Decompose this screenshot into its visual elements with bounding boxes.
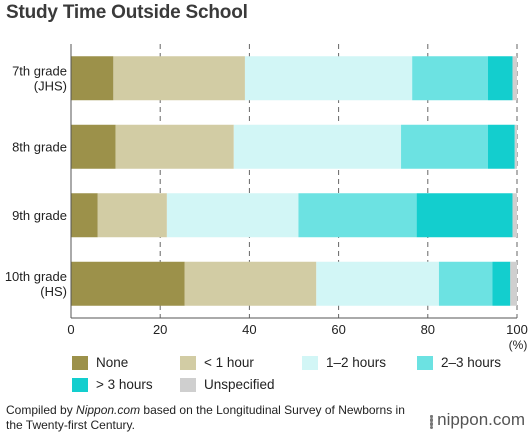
bar-segment-1-1	[115, 124, 234, 169]
category-label-line-0-0: 7th grade	[12, 63, 67, 78]
legend-label-1: < 1 hour	[204, 355, 254, 370]
brand-dots-icon	[430, 414, 434, 429]
bar-segment-3-3	[438, 261, 493, 306]
bar-segment-3-1	[184, 261, 317, 306]
x-tick-label-1: 20	[153, 322, 167, 337]
x-tick-label-2: 40	[242, 322, 256, 337]
legend-swatch-4	[72, 377, 88, 392]
bar-segment-2-5	[512, 193, 517, 238]
bar-segment-0-3	[412, 56, 489, 101]
legend-item-4: > 3 hours	[72, 377, 153, 392]
legend-label-2: 1–2 hours	[326, 355, 387, 370]
bar-segment-0-4	[488, 56, 513, 101]
legend-item-0: None	[72, 355, 128, 370]
legend-item-5: Unspecified	[180, 377, 275, 392]
legend-item-3: 2–3 hours	[417, 355, 501, 370]
bar-segment-1-5	[514, 124, 517, 169]
legend-item-2: 1–2 hours	[302, 355, 386, 370]
x-tick-label-0: 0	[67, 322, 74, 337]
bar-segment-1-0	[71, 124, 116, 169]
bar-segment-3-0	[71, 261, 185, 306]
legend-label-5: Unspecified	[204, 377, 275, 392]
bar-segment-2-1	[97, 193, 167, 238]
bar-segment-3-4	[492, 261, 511, 306]
category-label-line-1-0: 8th grade	[12, 139, 67, 154]
bar-segment-1-3	[401, 124, 489, 169]
bar-segment-2-3	[298, 193, 417, 238]
bar-segment-2-4	[416, 193, 513, 238]
category-label-line-3-1: (HS)	[40, 284, 67, 299]
bar-segment-3-5	[510, 261, 517, 306]
legend-swatch-2	[302, 355, 318, 370]
category-label-1: 8th grade	[12, 139, 67, 154]
legend-swatch-5	[180, 377, 196, 392]
stacked-bar-chart: 7th grade (JHS) 8th grade 9th grade 10th gra…	[5, 44, 528, 352]
category-label-3: 10th grade (HS)	[5, 269, 67, 299]
x-tick-label-4: 80	[421, 322, 435, 337]
legend-label-4: > 3 hours	[96, 377, 153, 392]
bar-segment-0-2	[244, 56, 413, 101]
brand-logo: nippon.com	[430, 410, 525, 430]
x-tick-label-3: 60	[331, 322, 345, 337]
legend-item-1: < 1 hour	[180, 355, 254, 370]
category-label-2: 9th grade	[12, 208, 67, 223]
category-label-line-3-0: 10th grade	[5, 269, 67, 284]
category-label-line-2-0: 9th grade	[12, 208, 67, 223]
x-unit-label: (%)	[509, 338, 528, 352]
category-label-line-0-1: (JHS)	[34, 78, 67, 93]
brand-name: nippon.com	[437, 410, 525, 429]
bar-segment-3-2	[316, 261, 439, 306]
bar-segment-2-2	[166, 193, 299, 238]
x-tick-label-5: 100	[506, 322, 528, 337]
legend-label-3: 2–3 hours	[441, 355, 502, 370]
source-site: Nippon.com	[76, 403, 141, 417]
legend-swatch-0	[72, 355, 88, 370]
bar-segment-0-5	[512, 56, 517, 101]
legend-swatch-1	[180, 355, 196, 370]
chart-title: Study Time Outside School	[6, 2, 248, 23]
bar-segment-0-0	[71, 56, 114, 101]
bar-segment-1-2	[233, 124, 402, 169]
source-prefix: Compiled by	[6, 403, 77, 417]
legend-swatch-3	[417, 355, 433, 370]
source-suffix: based on the Longitudinal Survey of Newb…	[6, 403, 405, 432]
category-label-0: 7th grade (JHS)	[12, 63, 67, 93]
bar-segment-1-4	[488, 124, 515, 169]
source-note: Compiled by Nippon.com based on the Long…	[6, 403, 406, 433]
legend-label-0: None	[96, 355, 129, 370]
bar-segment-0-1	[113, 56, 245, 101]
bar-segment-2-0	[71, 193, 98, 238]
